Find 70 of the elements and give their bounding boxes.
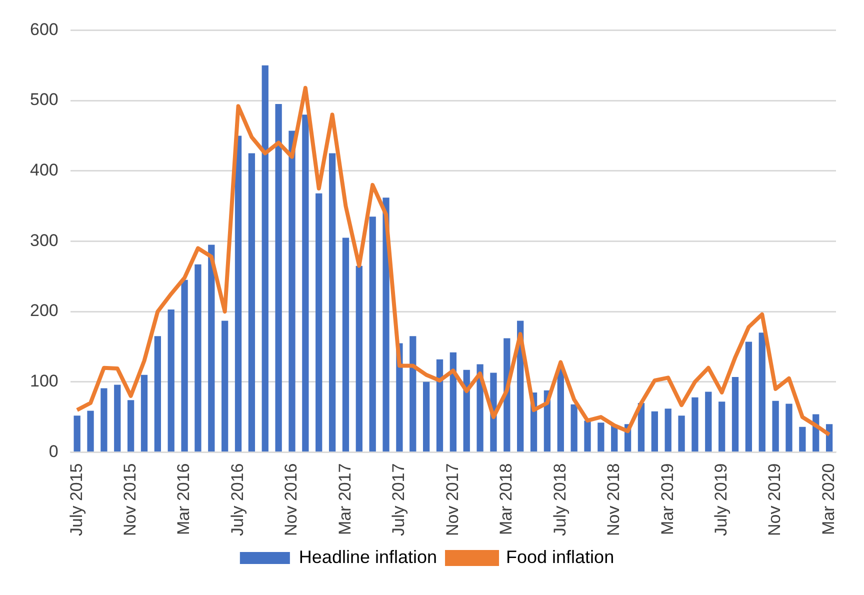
- bar: [248, 153, 256, 452]
- bar: [678, 416, 685, 452]
- bar: [598, 422, 604, 452]
- x-tick-label: Mar 2016: [174, 463, 194, 536]
- bar: [208, 244, 215, 452]
- legend-label: Food inflation: [506, 546, 614, 567]
- y-tick-label: 400: [30, 160, 58, 180]
- bar: [732, 376, 739, 452]
- bar: [705, 392, 712, 452]
- x-tick-label: Nov 2017: [442, 463, 462, 536]
- x-tick-label: July 2017: [389, 463, 408, 536]
- bar: [168, 309, 174, 452]
- bar: [328, 153, 336, 452]
- bar: [611, 426, 618, 452]
- bar: [799, 426, 806, 452]
- x-tick-label: Mar 2018: [496, 463, 516, 536]
- y-tick-label: 500: [30, 90, 58, 110]
- x-tick-label: Mar 2020: [818, 463, 838, 536]
- y-tick-label: 100: [30, 372, 58, 391]
- bar: [436, 359, 444, 452]
- x-tick-label: July 2015: [66, 463, 86, 536]
- bar: [450, 352, 457, 452]
- bar: [74, 416, 80, 452]
- bar: [140, 374, 148, 452]
- bar: [786, 404, 792, 452]
- bar: [288, 130, 296, 452]
- bar: [181, 280, 188, 452]
- bar: [664, 408, 672, 452]
- bar: [463, 370, 470, 452]
- bar: [718, 402, 726, 452]
- bar: [222, 320, 228, 452]
- bar: [356, 266, 362, 452]
- y-tick-label: 0: [48, 442, 58, 461]
- bar: [127, 400, 134, 452]
- bar: [302, 114, 309, 452]
- bar: [422, 382, 430, 452]
- bar: [651, 411, 658, 452]
- x-tick-label: July 2018: [550, 463, 570, 536]
- bar: [234, 136, 242, 452]
- bar: [570, 404, 578, 452]
- bar: [410, 336, 416, 452]
- x-tick-label: Nov 2015: [120, 463, 140, 536]
- bar: [87, 410, 94, 452]
- bar: [692, 397, 698, 452]
- bar: [316, 193, 322, 452]
- legend-label: Headline inflation: [298, 546, 438, 567]
- bar: [826, 424, 833, 452]
- bar: [557, 366, 564, 452]
- x-tick-label: Nov 2016: [282, 463, 301, 536]
- bar: [114, 384, 121, 452]
- bar: [262, 65, 268, 452]
- bar: [584, 420, 591, 452]
- bar: [772, 400, 779, 452]
- x-tick-label: Mar 2017: [335, 463, 354, 536]
- x-tick-label: Nov 2019: [765, 463, 784, 536]
- bar: [758, 332, 766, 452]
- bar: [154, 336, 161, 452]
- x-tick-label: Mar 2019: [658, 463, 677, 536]
- bar: [369, 216, 376, 452]
- y-tick-label: 200: [30, 301, 58, 320]
- bar: [100, 388, 108, 452]
- bar: [342, 238, 350, 452]
- x-tick-label: July 2019: [712, 463, 731, 536]
- x-tick-label: Nov 2018: [604, 463, 624, 536]
- y-tick-label: 600: [30, 20, 58, 39]
- bar: [745, 342, 752, 452]
- bar: [275, 104, 282, 452]
- y-tick-label: 300: [30, 230, 58, 250]
- x-tick-label: July 2016: [228, 463, 247, 536]
- bar: [194, 264, 202, 452]
